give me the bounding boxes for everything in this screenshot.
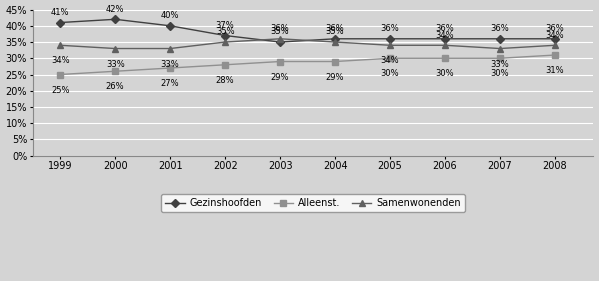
Text: 29%: 29% — [326, 72, 344, 82]
Text: 30%: 30% — [491, 69, 509, 78]
Text: 25%: 25% — [51, 86, 69, 95]
Text: 36%: 36% — [546, 24, 564, 33]
Text: 36%: 36% — [491, 24, 509, 33]
Text: 36%: 36% — [381, 24, 400, 33]
Text: 35%: 35% — [216, 28, 234, 37]
Text: 30%: 30% — [435, 69, 454, 78]
Text: 26%: 26% — [106, 82, 125, 91]
Text: 34%: 34% — [51, 56, 69, 65]
Text: 37%: 37% — [216, 21, 235, 30]
Text: 33%: 33% — [491, 60, 509, 69]
Text: 34%: 34% — [381, 56, 400, 65]
Text: 28%: 28% — [216, 76, 234, 85]
Text: 36%: 36% — [435, 24, 455, 33]
Text: 31%: 31% — [546, 66, 564, 75]
Text: 27%: 27% — [161, 79, 180, 88]
Text: 35%: 35% — [271, 28, 289, 37]
Text: 36%: 36% — [326, 24, 344, 33]
Legend: Gezinshoofden, Alleenst., Samenwonenden: Gezinshoofden, Alleenst., Samenwonenden — [161, 194, 465, 212]
Text: 29%: 29% — [271, 72, 289, 82]
Text: 42%: 42% — [106, 5, 125, 14]
Text: 33%: 33% — [106, 60, 125, 69]
Text: 40%: 40% — [161, 11, 180, 20]
Text: 34%: 34% — [546, 31, 564, 40]
Text: 30%: 30% — [381, 69, 400, 78]
Text: 34%: 34% — [435, 31, 454, 40]
Text: 35%: 35% — [326, 28, 344, 37]
Text: 33%: 33% — [161, 60, 180, 69]
Text: 36%: 36% — [271, 24, 289, 33]
Text: 41%: 41% — [51, 8, 69, 17]
